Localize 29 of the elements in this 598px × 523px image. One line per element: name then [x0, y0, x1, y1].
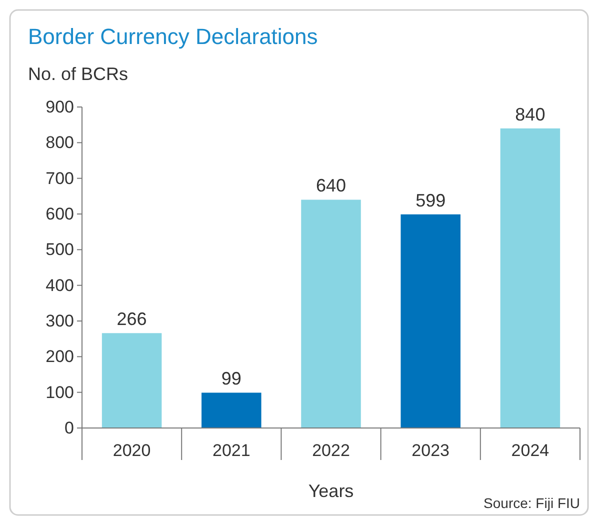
data-label: 840 [515, 104, 546, 124]
bar [301, 200, 361, 428]
bar [400, 214, 460, 428]
x-tick-label: 2020 [112, 441, 151, 460]
data-label: 266 [116, 309, 147, 330]
y-tick-label: 900 [46, 97, 74, 116]
y-tick-label: 500 [46, 240, 74, 260]
chart-title: Border Currency Declarations [28, 24, 318, 49]
y-tick-label: 400 [46, 276, 74, 295]
bar [202, 392, 262, 428]
x-tick-label: 2024 [511, 441, 550, 460]
y-tick-label: 700 [46, 168, 74, 188]
x-tick-label: 2023 [412, 441, 450, 460]
y-tick-label: 300 [46, 311, 74, 330]
bar [102, 333, 162, 428]
y-axis-title: No. of BCRs [28, 64, 128, 84]
data-label: 599 [416, 190, 446, 210]
data-label: 640 [316, 176, 346, 196]
x-tick-label: 2021 [212, 441, 250, 460]
y-tick-label: 100 [46, 382, 74, 402]
x-tick-label: 2022 [312, 441, 350, 460]
y-tick-label: 800 [46, 133, 74, 152]
bar [500, 128, 560, 428]
y-tick-label: 0 [64, 418, 74, 438]
x-axis-title: Years [308, 481, 354, 501]
data-label: 99 [221, 368, 242, 389]
source-note: Source: Fiji FIU [484, 495, 580, 511]
y-tick-label: 600 [46, 204, 74, 224]
y-tick-label: 200 [46, 347, 74, 366]
